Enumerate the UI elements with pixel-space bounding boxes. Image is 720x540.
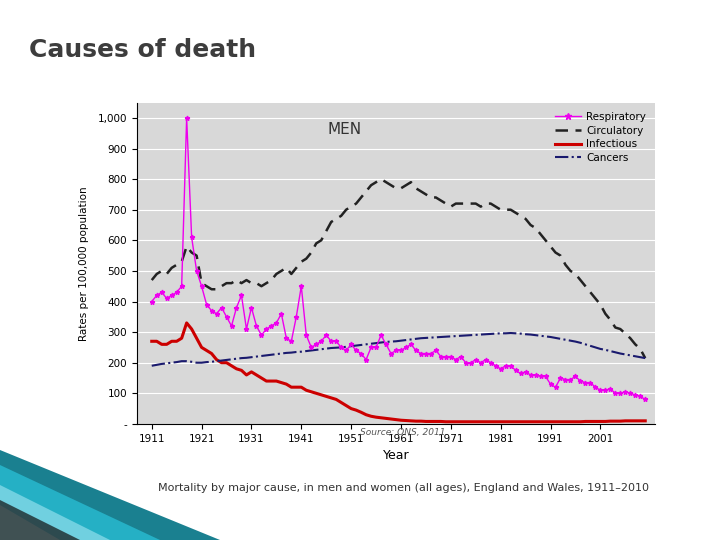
Infectious [182, 320, 191, 326]
Cancers [621, 351, 629, 357]
Infectious [611, 418, 620, 424]
Text: MEN: MEN [327, 122, 361, 137]
Respiratory [182, 114, 191, 121]
Circulatory [242, 277, 251, 284]
Text: Source: ONS, 2011: Source: ONS, 2011 [361, 428, 446, 437]
Line: Circulatory: Circulatory [152, 179, 645, 358]
Line: Infectious: Infectious [152, 323, 645, 422]
Respiratory [446, 353, 455, 360]
Respiratory [148, 298, 156, 305]
Text: Mortality by major cause, in men and women (all ages), England and Wales, 1911–2: Mortality by major cause, in men and wom… [158, 483, 649, 494]
Circulatory [407, 179, 415, 185]
Circulatory [606, 316, 615, 323]
Infectious [441, 418, 450, 425]
Infectious [247, 369, 256, 375]
Text: Causes of death: Causes of death [29, 38, 256, 62]
Circulatory [262, 280, 271, 286]
Cancers [441, 334, 450, 340]
Infectious [626, 417, 634, 424]
Cancers [641, 355, 649, 361]
Circulatory [621, 330, 629, 337]
Infectious [451, 418, 460, 425]
Polygon shape [0, 505, 60, 540]
X-axis label: Year: Year [383, 449, 409, 462]
Infectious [641, 417, 649, 424]
Polygon shape [0, 465, 160, 540]
Respiratory [641, 396, 649, 403]
Circulatory [148, 277, 156, 284]
Infectious [148, 338, 156, 345]
Infectious [407, 417, 415, 424]
Cancers [262, 352, 271, 359]
Infectious [267, 378, 276, 384]
Cancers [402, 337, 410, 343]
Circulatory [446, 204, 455, 210]
Legend: Respiratory, Circulatory, Infectious, Cancers: Respiratory, Circulatory, Infectious, Ca… [551, 108, 650, 167]
Respiratory [247, 305, 256, 311]
Respiratory [407, 341, 415, 348]
Cancers [148, 362, 156, 369]
Circulatory [377, 176, 385, 183]
Y-axis label: Rates per 100,000 population: Rates per 100,000 population [79, 186, 89, 341]
Respiratory [267, 323, 276, 329]
Line: Respiratory: Respiratory [149, 116, 648, 402]
Polygon shape [0, 485, 110, 540]
Respiratory [621, 389, 629, 395]
Cancers [242, 355, 251, 361]
Cancers [506, 330, 515, 336]
Respiratory [606, 386, 615, 392]
Line: Cancers: Cancers [152, 333, 645, 366]
Cancers [606, 348, 615, 354]
Polygon shape [0, 450, 220, 540]
Circulatory [641, 355, 649, 361]
Polygon shape [0, 500, 80, 540]
